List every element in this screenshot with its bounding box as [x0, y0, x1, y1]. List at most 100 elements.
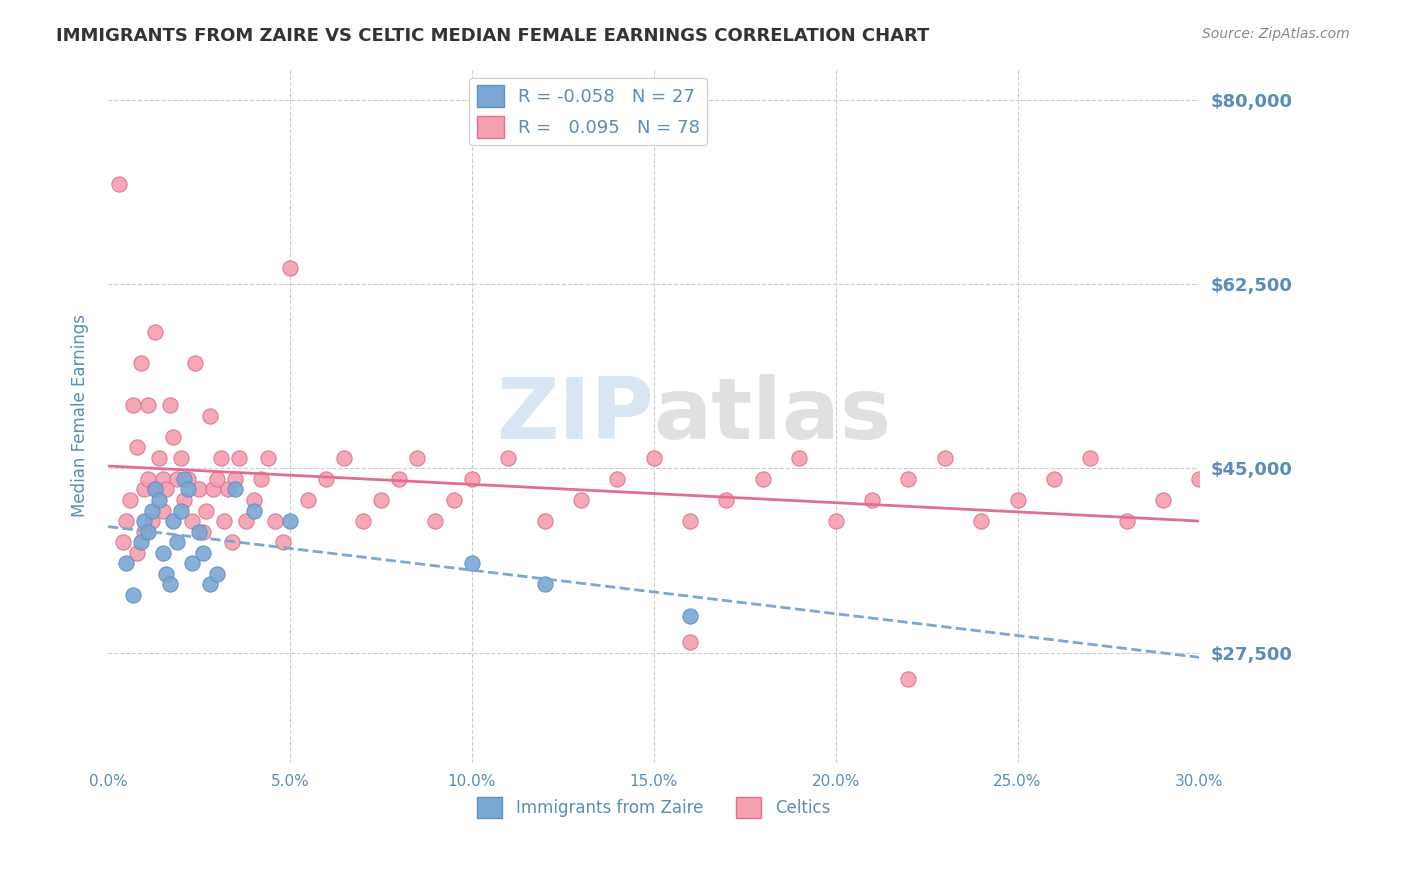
- Legend: Immigrants from Zaire, Celtics: Immigrants from Zaire, Celtics: [471, 790, 837, 824]
- Point: [860, 493, 883, 508]
- Point: [1188, 472, 1211, 486]
- Point: [152, 503, 174, 517]
- Point: [136, 398, 159, 412]
- Point: [136, 472, 159, 486]
- Point: [643, 450, 665, 465]
- Point: [129, 535, 152, 549]
- Text: IMMIGRANTS FROM ZAIRE VS CELTIC MEDIAN FEMALE EARNINGS CORRELATION CHART: IMMIGRANTS FROM ZAIRE VS CELTIC MEDIAN F…: [56, 27, 929, 45]
- Point: [370, 493, 392, 508]
- Point: [214, 514, 236, 528]
- Point: [205, 472, 228, 486]
- Point: [127, 441, 149, 455]
- Point: [141, 514, 163, 528]
- Point: [1078, 450, 1101, 465]
- Point: [257, 450, 280, 465]
- Point: [136, 524, 159, 539]
- Point: [173, 493, 195, 508]
- Point: [202, 483, 225, 497]
- Point: [129, 356, 152, 370]
- Point: [606, 472, 628, 486]
- Point: [198, 409, 221, 423]
- Point: [217, 483, 239, 497]
- Point: [134, 514, 156, 528]
- Point: [271, 535, 294, 549]
- Point: [224, 483, 246, 497]
- Point: [752, 472, 775, 486]
- Point: [264, 514, 287, 528]
- Point: [315, 472, 337, 486]
- Point: [533, 514, 555, 528]
- Text: atlas: atlas: [654, 375, 891, 458]
- Point: [209, 450, 232, 465]
- Point: [221, 535, 243, 549]
- Point: [152, 472, 174, 486]
- Text: ZIP: ZIP: [496, 375, 654, 458]
- Point: [970, 514, 993, 528]
- Point: [148, 493, 170, 508]
- Point: [180, 514, 202, 528]
- Point: [679, 608, 702, 623]
- Point: [1115, 514, 1137, 528]
- Point: [159, 398, 181, 412]
- Point: [461, 472, 484, 486]
- Point: [170, 503, 193, 517]
- Point: [148, 450, 170, 465]
- Y-axis label: Median Female Earnings: Median Female Earnings: [72, 314, 89, 517]
- Point: [787, 450, 810, 465]
- Point: [333, 450, 356, 465]
- Point: [155, 566, 177, 581]
- Point: [443, 493, 465, 508]
- Point: [297, 493, 319, 508]
- Point: [143, 325, 166, 339]
- Point: [425, 514, 447, 528]
- Point: [228, 450, 250, 465]
- Point: [897, 672, 920, 686]
- Point: [352, 514, 374, 528]
- Point: [141, 503, 163, 517]
- Point: [278, 261, 301, 276]
- Point: [716, 493, 738, 508]
- Point: [569, 493, 592, 508]
- Point: [159, 577, 181, 591]
- Point: [205, 566, 228, 581]
- Point: [108, 178, 131, 192]
- Point: [152, 546, 174, 560]
- Point: [118, 493, 141, 508]
- Point: [224, 472, 246, 486]
- Point: [115, 514, 138, 528]
- Point: [115, 556, 138, 570]
- Point: [166, 472, 188, 486]
- Point: [191, 524, 214, 539]
- Point: [134, 524, 156, 539]
- Point: [173, 472, 195, 486]
- Point: [679, 635, 702, 649]
- Point: [198, 577, 221, 591]
- Point: [184, 356, 207, 370]
- Point: [177, 483, 200, 497]
- Point: [162, 514, 184, 528]
- Point: [679, 514, 702, 528]
- Point: [177, 472, 200, 486]
- Point: [127, 546, 149, 560]
- Point: [187, 524, 209, 539]
- Point: [1152, 493, 1174, 508]
- Point: [1043, 472, 1066, 486]
- Point: [242, 503, 264, 517]
- Point: [242, 493, 264, 508]
- Point: [170, 450, 193, 465]
- Point: [111, 535, 134, 549]
- Point: [235, 514, 257, 528]
- Point: [496, 450, 519, 465]
- Point: [533, 577, 555, 591]
- Point: [195, 503, 218, 517]
- Point: [166, 535, 188, 549]
- Point: [122, 588, 145, 602]
- Point: [934, 450, 956, 465]
- Point: [461, 556, 484, 570]
- Point: [143, 483, 166, 497]
- Point: [1007, 493, 1029, 508]
- Point: [824, 514, 846, 528]
- Point: [278, 514, 301, 528]
- Point: [180, 556, 202, 570]
- Point: [155, 483, 177, 497]
